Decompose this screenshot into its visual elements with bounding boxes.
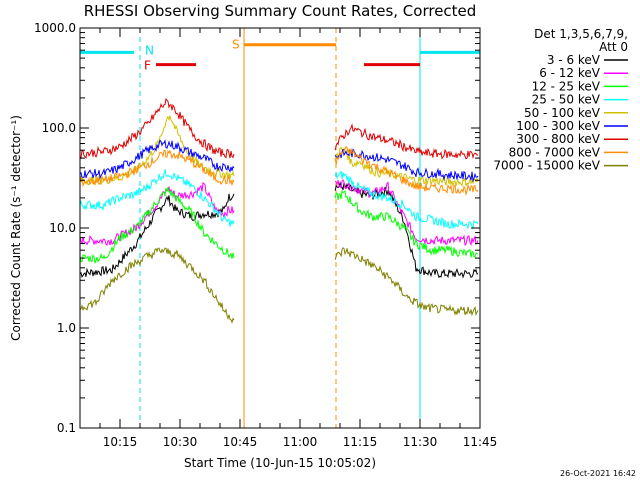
chart-title: RHESSI Observing Summary Count Rates, Co… bbox=[84, 2, 477, 20]
legend-item-label: 50 - 100 keV bbox=[524, 106, 601, 120]
series-line bbox=[334, 145, 479, 197]
series-line bbox=[334, 170, 479, 230]
x-axis-label: Start Time (10-Jun-15 10:05:02) bbox=[184, 456, 376, 470]
x-tick-label: 11:30 bbox=[403, 435, 438, 449]
series-line bbox=[334, 179, 479, 247]
y-tick-label: 1000.0 bbox=[34, 21, 76, 35]
x-tick-label: 11:45 bbox=[463, 435, 498, 449]
legend-header: Det 1,3,5,6,7,9, bbox=[534, 27, 628, 41]
legend-subheader: Att 0 bbox=[599, 40, 628, 54]
legend-item-label: 12 - 25 keV bbox=[532, 79, 601, 93]
y-tick-label: 10.0 bbox=[49, 221, 76, 235]
legend-item-label: 25 - 50 keV bbox=[532, 93, 601, 107]
x-axis: 10:15 10:30 10:45 11:00 11:15 11:30 11:45 bbox=[79, 28, 498, 449]
legend-item-label: 300 - 800 keV bbox=[516, 132, 600, 146]
y-tick-label: 0.1 bbox=[57, 421, 76, 435]
legend-item-label: 800 - 7000 keV bbox=[509, 145, 601, 159]
x-tick-label: 10:15 bbox=[103, 435, 138, 449]
legend-item-label: 7000 - 15000 keV bbox=[493, 159, 600, 173]
series-lines bbox=[79, 98, 479, 324]
x-tick-label: 11:00 bbox=[283, 435, 318, 449]
x-tick-label: 10:30 bbox=[163, 435, 198, 449]
x-tick-label: 11:15 bbox=[343, 435, 378, 449]
series-line bbox=[79, 98, 235, 160]
series-line bbox=[79, 181, 235, 246]
series-line bbox=[79, 186, 235, 265]
legend-item-label: 3 - 6 keV bbox=[547, 53, 601, 67]
s-event-label: S bbox=[232, 38, 240, 52]
series-line bbox=[334, 146, 479, 187]
y-axis-label: Corrected Count Rate (s⁻¹ detector⁻¹) bbox=[9, 115, 23, 341]
attenuator-event-lines bbox=[79, 28, 481, 428]
series-line bbox=[334, 148, 479, 183]
attenuator-event-bars: NF S bbox=[80, 38, 480, 73]
y-axis: 0.1 1.0 10.0 100.0 1000.0 bbox=[34, 21, 480, 435]
legend-item-label: 100 - 300 keV bbox=[516, 119, 600, 133]
series-line bbox=[79, 193, 235, 278]
series-line bbox=[334, 180, 479, 279]
n-event-label: N bbox=[145, 43, 154, 57]
series-line bbox=[79, 139, 235, 180]
series-line bbox=[79, 247, 235, 324]
series-line bbox=[79, 169, 235, 227]
f-event-label: F bbox=[144, 59, 151, 73]
legend-item-label: 6 - 12 keV bbox=[539, 66, 601, 80]
y-tick-label: 1.0 bbox=[57, 321, 76, 335]
series-line bbox=[334, 247, 479, 317]
series-line bbox=[334, 189, 479, 258]
footer-timestamp: 26-Oct-2021 16:42 bbox=[560, 469, 636, 478]
series-line bbox=[334, 123, 479, 160]
series-line bbox=[79, 149, 235, 188]
x-tick-label: 10:45 bbox=[223, 435, 258, 449]
y-tick-label: 100.0 bbox=[42, 121, 76, 135]
